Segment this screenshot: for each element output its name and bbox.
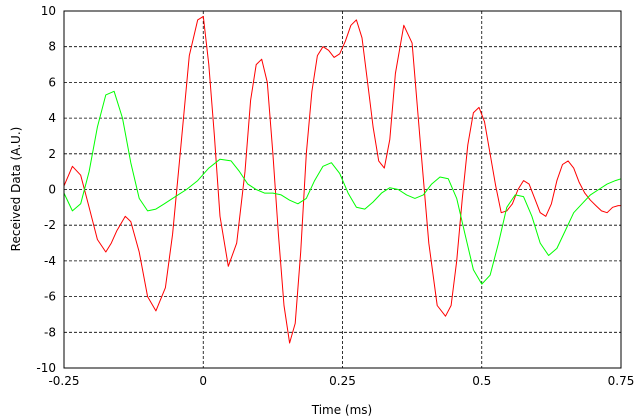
- x-axis-tick-labels: -0.25 0 0.25 0.5 0.75: [48, 374, 634, 388]
- x-tick-label: 0: [199, 374, 207, 388]
- y-tick-label: -4: [44, 254, 56, 268]
- series-line-2: [63, 90, 622, 285]
- y-tick-label: -2: [44, 218, 56, 232]
- y-axis-title: Received Data (A.U.): [9, 127, 23, 252]
- y-tick-label: -10: [36, 361, 56, 375]
- x-tick-label: 0.25: [329, 374, 356, 388]
- y-tick-label: 0: [48, 183, 56, 197]
- y-axis-tick-labels: -10 -8 -6 -4 -2 0 2 4 6 8 10: [36, 4, 56, 375]
- y-tick-label: 10: [41, 4, 56, 18]
- y-tick-label: 6: [48, 75, 56, 89]
- y-tick-label: -6: [44, 290, 56, 304]
- x-tick-label: -0.25: [48, 374, 79, 388]
- y-tick-label: 2: [48, 147, 56, 161]
- x-tick-label: 0.5: [472, 374, 491, 388]
- plot-frame: [63, 10, 622, 369]
- y-tick-label: 8: [48, 40, 56, 54]
- grid-lines: [64, 11, 621, 368]
- x-tick-label: 0.75: [608, 374, 635, 388]
- series-line-1: [63, 15, 621, 344]
- x-axis-title: Time (ms): [311, 403, 373, 417]
- series-group: [63, 15, 622, 344]
- y-tick-label: -8: [44, 325, 56, 339]
- y-tick-label: 4: [48, 111, 56, 125]
